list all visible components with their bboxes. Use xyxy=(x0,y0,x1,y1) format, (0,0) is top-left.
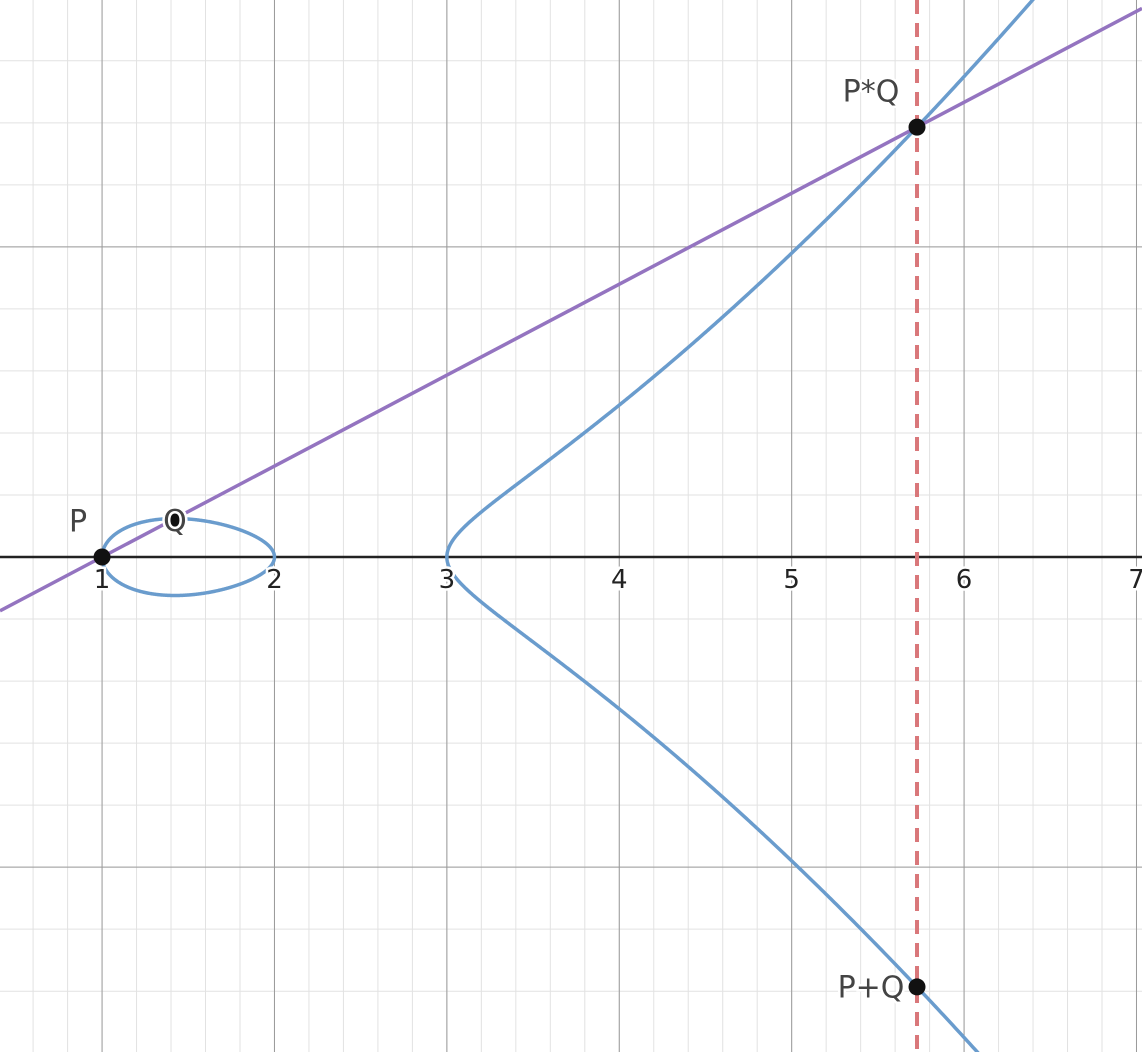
x-tick-label: 7 xyxy=(1128,565,1142,595)
point xyxy=(93,548,111,566)
x-tick-label: 1 xyxy=(94,565,111,595)
point xyxy=(908,978,926,996)
point-label: P+Q xyxy=(838,970,905,1005)
secant-line xyxy=(0,6,1142,613)
point-label: P*Q xyxy=(843,75,900,110)
curve-loop xyxy=(100,516,277,598)
x-tick-label: 2 xyxy=(266,565,283,595)
x-tick-label: 5 xyxy=(783,565,800,595)
point-label: P xyxy=(69,505,87,540)
point-label: Q xyxy=(163,504,187,539)
point xyxy=(166,510,184,528)
labels: 1 2 3 4 5 6 7 P Q P*Q P+Q xyxy=(67,72,1142,1008)
curve-branch xyxy=(445,0,1035,1052)
x-tick-label: 4 xyxy=(611,565,628,595)
x-tick-label: 6 xyxy=(956,565,973,595)
x-tick-label: 3 xyxy=(439,565,456,595)
point xyxy=(908,118,926,136)
